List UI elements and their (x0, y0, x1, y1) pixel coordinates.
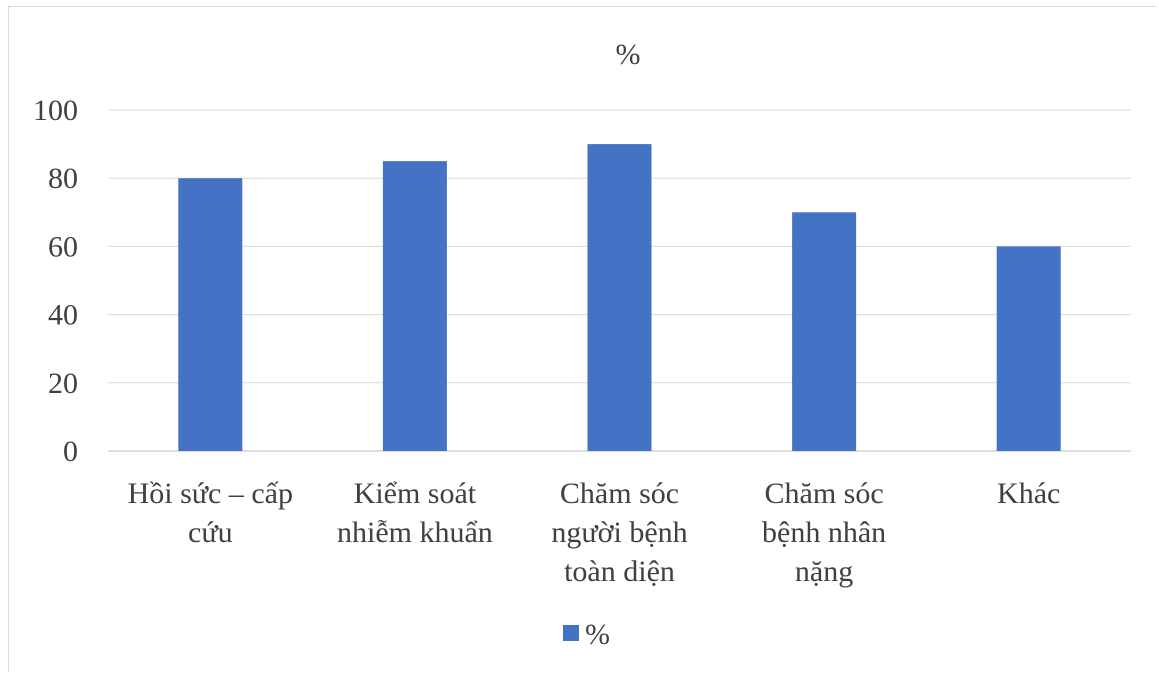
x-tick-label: Chăm sóc bệnh nhân nặng (762, 477, 886, 588)
x-tick-label: Chăm sóc người bệnh toàn diện (551, 477, 687, 588)
bars (178, 144, 1061, 451)
legend-label: % (585, 618, 610, 651)
y-tick-label: 20 (48, 367, 78, 400)
bar (996, 246, 1061, 451)
bar (178, 178, 243, 451)
legend-swatch (563, 625, 579, 641)
y-tick-label: 100 (33, 94, 78, 127)
x-tick-label: Khác (997, 477, 1060, 510)
bar (587, 144, 652, 451)
y-tick-label: 80 (48, 162, 78, 195)
y-tick-label: 40 (48, 299, 78, 332)
chart-title: % (616, 38, 641, 71)
y-tick-label: 0 (63, 435, 78, 468)
bar (382, 161, 447, 451)
x-axis-labels: Hồi sức – cấp cứu Kiểm soát nhiễm khuẩn Chăm… (128, 477, 1061, 588)
x-tick-label: Kiểm soát nhiễm khuẩn (337, 477, 493, 549)
y-tick-label: 60 (48, 230, 78, 263)
y-axis-ticks: 0 20 40 60 80 100 (33, 94, 78, 468)
legend: % (563, 618, 610, 651)
x-tick-label: Hồi sức – cấp cứu (128, 477, 293, 549)
bar (792, 212, 857, 451)
